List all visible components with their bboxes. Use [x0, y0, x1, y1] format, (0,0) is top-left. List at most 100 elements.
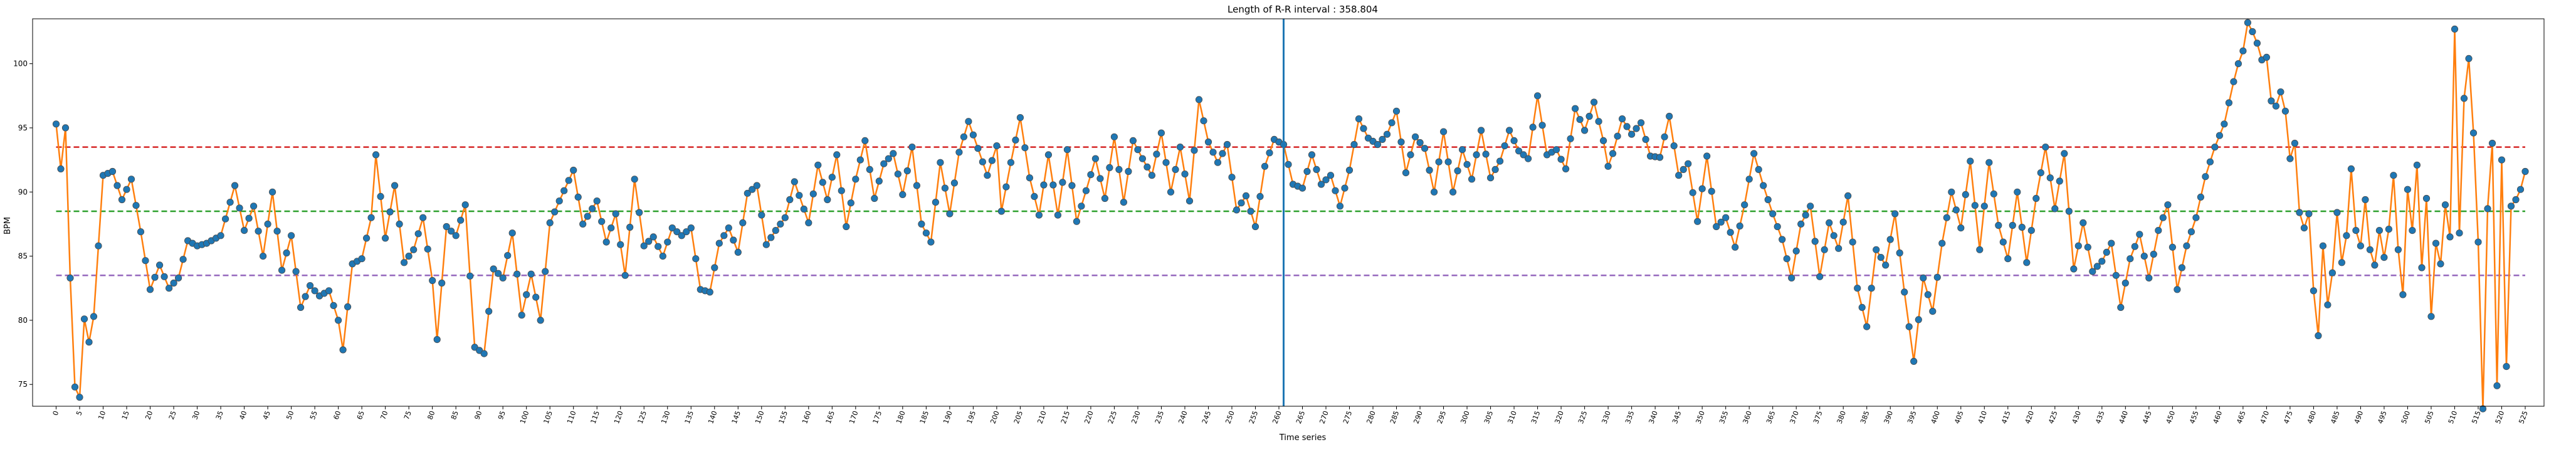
data-point [1341, 184, 1348, 192]
data-point [974, 145, 982, 152]
data-point [796, 192, 803, 199]
data-point [2324, 301, 2332, 308]
data-point [2079, 219, 2087, 226]
data-point [993, 142, 1001, 150]
data-point [1971, 202, 1979, 209]
data-point [1792, 247, 1800, 255]
data-point [2084, 243, 2091, 251]
data-point [720, 232, 728, 239]
data-point [1910, 357, 1918, 365]
data-point [781, 214, 789, 221]
data-point [1985, 159, 1993, 166]
data-point [2046, 174, 2054, 182]
data-point [443, 223, 450, 231]
data-point [61, 124, 70, 132]
data-point [250, 202, 258, 210]
x-axis-label: Time series [1279, 433, 1327, 443]
data-point [2014, 188, 2021, 196]
data-point [955, 149, 963, 156]
data-point [880, 160, 888, 167]
data-point [52, 120, 60, 128]
data-point [2121, 279, 2129, 287]
data-point [1745, 176, 1753, 183]
data-point [2108, 239, 2115, 247]
data-point [1209, 149, 1217, 156]
data-point [2098, 258, 2106, 265]
x-tick-label: 95 [497, 410, 507, 421]
data-point [80, 315, 88, 323]
data-point [2244, 19, 2251, 26]
data-point [1666, 112, 1673, 120]
data-point [142, 257, 149, 265]
data-point [1266, 149, 1273, 157]
data-point [866, 166, 873, 173]
data-point [1412, 133, 1419, 140]
data-point [2249, 28, 2256, 36]
data-point [2150, 250, 2157, 258]
data-point [1905, 323, 1913, 330]
data-point [508, 229, 516, 237]
data-point [1355, 115, 1363, 123]
data-point [217, 232, 224, 239]
data-point [772, 226, 779, 234]
data-point [490, 265, 497, 273]
data-point [2239, 47, 2247, 55]
data-point [730, 236, 737, 244]
data-point [809, 190, 817, 197]
data-point [221, 215, 229, 223]
data-point [113, 182, 121, 189]
data-point [828, 174, 836, 181]
data-point [875, 177, 883, 185]
data-point [160, 273, 168, 280]
data-point [495, 270, 502, 277]
data-point [805, 219, 812, 226]
data-point [856, 156, 864, 164]
data-point [1059, 179, 1066, 186]
data-point [1882, 261, 1890, 269]
x-tick-label: 20 [144, 410, 154, 421]
data-point [2174, 286, 2181, 293]
data-point [85, 339, 93, 346]
data-point [2512, 196, 2520, 204]
data-point [1016, 114, 1024, 122]
x-tick-label: 10 [97, 410, 107, 421]
data-point [852, 176, 860, 183]
data-point [1638, 119, 1645, 127]
data-point [767, 234, 775, 241]
data-point [636, 209, 643, 216]
data-point [1129, 137, 1137, 144]
data-point [1332, 187, 1339, 194]
data-point [273, 228, 281, 235]
data-point [903, 167, 911, 175]
data-point [1350, 140, 1358, 149]
data-point [1703, 152, 1711, 160]
data-point [2291, 139, 2298, 147]
data-point [156, 261, 164, 269]
data-point [2409, 226, 2416, 234]
data-point [71, 383, 79, 391]
data-point [2221, 120, 2228, 128]
data-point [2422, 194, 2431, 202]
plot-area: 75 80 85 90 95 100 0 5 10 15 20 25 30 35 40 45 50 55 60 65 7… [13, 18, 2545, 425]
data-point [405, 252, 413, 260]
data-point [1995, 221, 2002, 229]
data-point [1308, 151, 1316, 159]
data-point [1120, 198, 1128, 206]
data-point [574, 193, 582, 201]
data-point [523, 291, 530, 298]
x-tick-label: 90 [473, 410, 483, 421]
data-point [2230, 78, 2237, 85]
data-point [240, 226, 248, 234]
data-point [1670, 142, 1678, 150]
data-point [2357, 242, 2364, 250]
data-point [777, 220, 784, 228]
data-point [1501, 142, 1508, 150]
data-point [1176, 144, 1184, 151]
data-point [1063, 146, 1071, 154]
data-point [2018, 223, 2026, 231]
data-point [1962, 191, 1969, 198]
data-point [1421, 145, 1429, 152]
data-point [1374, 140, 1382, 149]
data-point [589, 205, 596, 213]
